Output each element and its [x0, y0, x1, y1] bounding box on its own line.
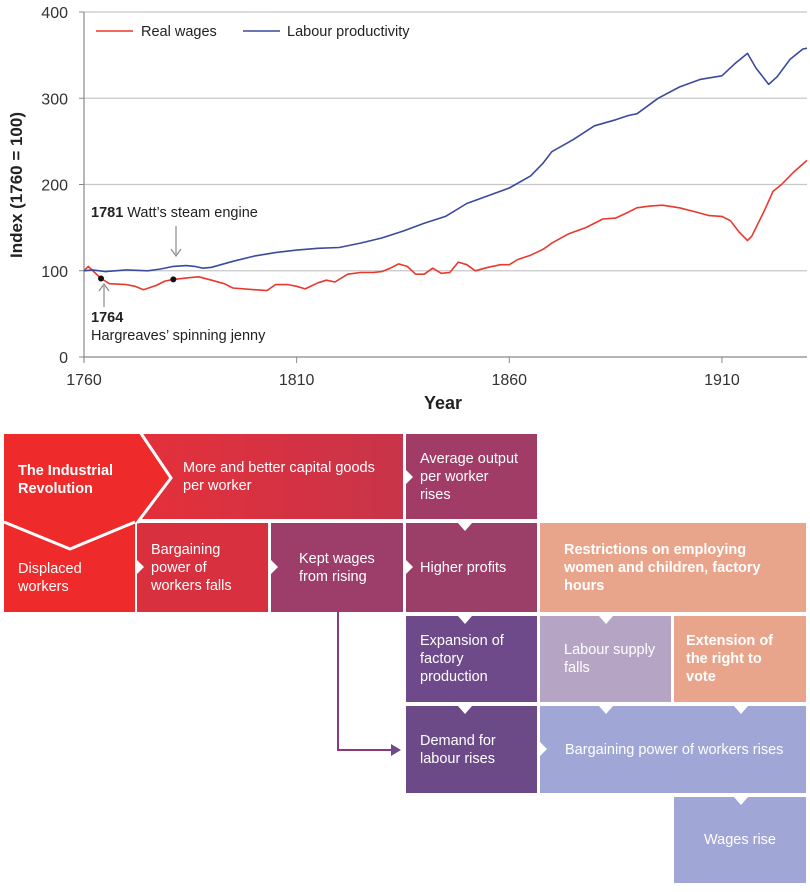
annotation-text: Hargreaves’ spinning jenny: [91, 328, 266, 344]
x-axis-label: Year: [424, 393, 462, 413]
box-demand-labour: Demand for labour rises: [406, 706, 537, 793]
annotation-point-1764: [98, 275, 105, 282]
y-axis-label: Index (1760 = 100): [7, 112, 26, 258]
arrow-right-icon: [391, 744, 401, 756]
x-tick-label: 1810: [279, 372, 315, 389]
annotation-year: 1781: [91, 205, 123, 221]
y-tick-label: 300: [41, 91, 68, 108]
annotation-year: 1764: [91, 310, 123, 326]
box-extension: Extension of the right to vote: [674, 616, 806, 702]
box-industrial-revolution: The Industrial Revolution: [18, 463, 114, 497]
box-higher-profits: Higher profits: [406, 523, 537, 612]
box-bargaining-falls: Bargaining power of workers falls: [137, 523, 268, 612]
y-tick-label: 400: [41, 5, 68, 22]
annotation-watt: 1781 Watt’s steam engine: [91, 205, 258, 258]
annotation-hargreaves: 1764 Hargreaves’ spinning jenny: [91, 282, 266, 344]
y-tick-label: 100: [41, 264, 68, 281]
box-labour-supply: Labour supply falls: [540, 616, 671, 702]
series-line-real-wages: [83, 159, 808, 292]
series-line-labour-productivity: [83, 47, 808, 273]
y-tick-label: 0: [59, 350, 68, 367]
box-wages-rise: Wages rise: [674, 797, 806, 883]
line-chart: 0 100 200 300 400 1760 1810 1860 1910 Index (176…: [7, 5, 808, 413]
box-expansion: Expansion of factory production: [406, 616, 537, 702]
x-tick-label: 1760: [66, 372, 102, 389]
box-capital-goods: More and better capital goods per worker: [137, 434, 403, 519]
box-displaced-workers: Displaced workers: [4, 521, 135, 612]
box-average-output: Average output per worker rises: [406, 434, 537, 519]
y-tick-label: 200: [41, 178, 68, 195]
legend-label-labour-productivity: Labour productivity: [287, 24, 410, 40]
arrow-up-icon: [98, 282, 110, 292]
annotation-text: Watt’s steam engine: [127, 205, 258, 221]
arrow-down-icon: [170, 248, 182, 258]
legend-label-real-wages: Real wages: [141, 24, 217, 40]
box-bargaining-rises: Bargaining power of workers rises: [540, 706, 806, 793]
box-restrictions: Restrictions on employing women and chil…: [540, 523, 806, 612]
x-tick-label: 1860: [491, 372, 527, 389]
x-tick-label: 1910: [704, 372, 740, 389]
box-kept-wages: Kept wages from rising: [271, 523, 403, 612]
legend: Real wages Labour productivity: [96, 24, 410, 40]
connector-kept-wages-to-demand: [337, 612, 393, 751]
annotation-point-1781: [170, 276, 177, 283]
